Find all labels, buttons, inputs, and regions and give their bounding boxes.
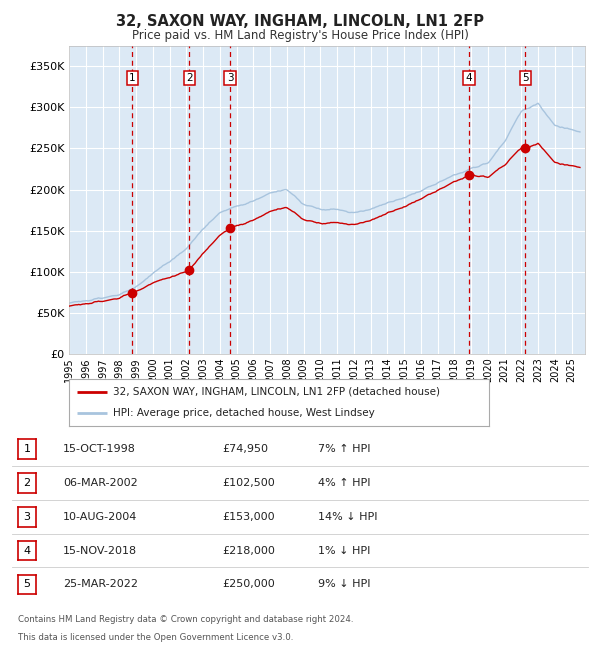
Text: 06-MAR-2002: 06-MAR-2002 <box>63 478 138 488</box>
Text: 25-MAR-2022: 25-MAR-2022 <box>63 579 138 590</box>
Text: 3: 3 <box>227 73 233 83</box>
Text: 10-AUG-2004: 10-AUG-2004 <box>63 512 137 522</box>
Text: 7% ↑ HPI: 7% ↑ HPI <box>318 444 371 454</box>
Text: 15-OCT-1998: 15-OCT-1998 <box>63 444 136 454</box>
Text: £153,000: £153,000 <box>222 512 275 522</box>
Text: Price paid vs. HM Land Registry's House Price Index (HPI): Price paid vs. HM Land Registry's House … <box>131 29 469 42</box>
Text: 2: 2 <box>23 478 31 488</box>
Text: This data is licensed under the Open Government Licence v3.0.: This data is licensed under the Open Gov… <box>18 633 293 642</box>
Text: 9% ↓ HPI: 9% ↓ HPI <box>318 579 371 590</box>
Text: £102,500: £102,500 <box>222 478 275 488</box>
Text: 5: 5 <box>23 579 31 590</box>
Text: £74,950: £74,950 <box>222 444 268 454</box>
Text: £218,000: £218,000 <box>222 545 275 556</box>
Text: 4: 4 <box>23 545 31 556</box>
Text: HPI: Average price, detached house, West Lindsey: HPI: Average price, detached house, West… <box>113 408 375 418</box>
Text: 15-NOV-2018: 15-NOV-2018 <box>63 545 137 556</box>
Text: 1: 1 <box>129 73 136 83</box>
Text: 2: 2 <box>186 73 193 83</box>
Text: 5: 5 <box>522 73 529 83</box>
Text: 32, SAXON WAY, INGHAM, LINCOLN, LN1 2FP: 32, SAXON WAY, INGHAM, LINCOLN, LN1 2FP <box>116 14 484 29</box>
Text: 14% ↓ HPI: 14% ↓ HPI <box>318 512 377 522</box>
Text: 4% ↑ HPI: 4% ↑ HPI <box>318 478 371 488</box>
Text: £250,000: £250,000 <box>222 579 275 590</box>
Text: 3: 3 <box>23 512 31 522</box>
Text: Contains HM Land Registry data © Crown copyright and database right 2024.: Contains HM Land Registry data © Crown c… <box>18 615 353 624</box>
Text: 4: 4 <box>466 73 472 83</box>
Text: 1: 1 <box>23 444 31 454</box>
Text: 1% ↓ HPI: 1% ↓ HPI <box>318 545 370 556</box>
Text: 32, SAXON WAY, INGHAM, LINCOLN, LN1 2FP (detached house): 32, SAXON WAY, INGHAM, LINCOLN, LN1 2FP … <box>113 387 440 396</box>
